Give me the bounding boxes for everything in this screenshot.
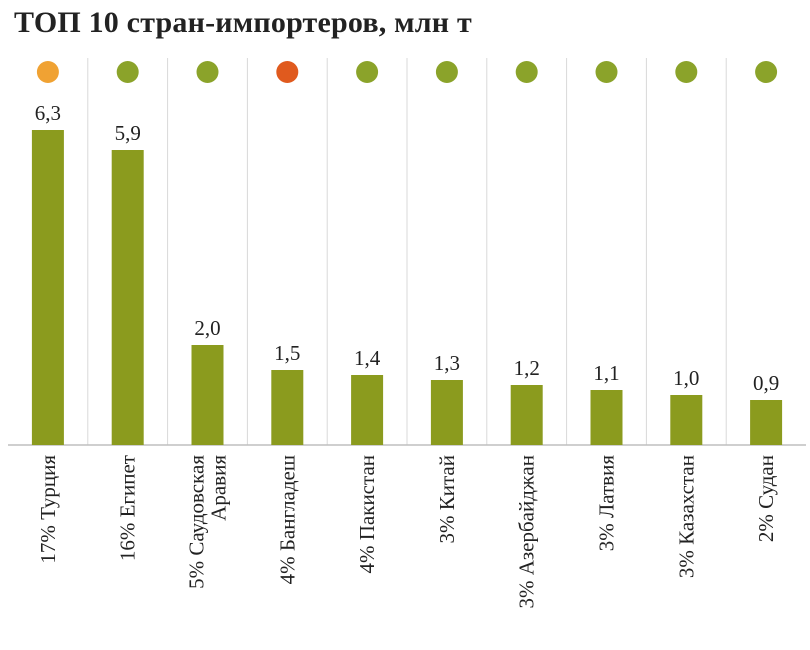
status-dot bbox=[356, 61, 379, 83]
category-label: 3% Латвия bbox=[595, 455, 619, 552]
status-dot bbox=[435, 61, 458, 83]
bar bbox=[191, 345, 224, 445]
bar bbox=[31, 130, 64, 445]
category-label-line: 17% Турция bbox=[36, 455, 60, 564]
bar bbox=[510, 385, 543, 445]
status-dot bbox=[36, 61, 59, 83]
category-label-line: 3% Китай bbox=[435, 455, 459, 543]
value-label: 1,2 bbox=[514, 356, 540, 380]
bar bbox=[271, 370, 304, 445]
bar bbox=[750, 400, 783, 445]
status-dot bbox=[276, 61, 299, 83]
status-dot bbox=[595, 61, 618, 83]
category-label-line: 5% Саудовская bbox=[185, 455, 209, 589]
category-label-line: 2% Судан bbox=[754, 455, 778, 542]
value-label: 1,0 bbox=[673, 366, 699, 390]
value-label: 5,9 bbox=[115, 121, 141, 145]
category-label-line: 3% Латвия bbox=[595, 455, 619, 552]
chart-title: ТОП 10 стран-импортеров, млн т bbox=[14, 6, 472, 39]
category-label: 4% Пакистан bbox=[355, 455, 379, 573]
bar bbox=[590, 390, 623, 445]
category-label-line: 3% Азербайджан bbox=[515, 455, 539, 609]
status-dot bbox=[196, 61, 219, 83]
value-label: 1,4 bbox=[354, 346, 381, 370]
value-label: 6,3 bbox=[35, 101, 61, 125]
category-label: 16% Египет bbox=[116, 455, 140, 561]
category-label: 17% Турция bbox=[36, 455, 60, 564]
bar bbox=[351, 375, 384, 445]
bar bbox=[111, 150, 144, 445]
value-label: 1,3 bbox=[434, 351, 460, 375]
category-label-line: 4% Пакистан bbox=[355, 455, 379, 573]
bar bbox=[430, 380, 463, 445]
category-label-line: 16% Египет bbox=[116, 455, 140, 561]
status-dot bbox=[755, 61, 778, 83]
category-label-line: Аравия bbox=[207, 455, 231, 521]
category-label: 3% Казахстан bbox=[674, 455, 698, 578]
bar bbox=[670, 395, 703, 445]
category-label: 2% Судан bbox=[754, 455, 778, 542]
category-label-line: 3% Казахстан bbox=[674, 455, 698, 578]
category-label: 4% Бангладеш bbox=[275, 455, 299, 584]
status-dot bbox=[515, 61, 538, 83]
category-label: 3% Китай bbox=[435, 455, 459, 543]
category-label-line: 4% Бангладеш bbox=[275, 455, 299, 584]
value-label: 2,0 bbox=[194, 316, 220, 340]
value-label: 1,5 bbox=[274, 341, 300, 365]
value-label: 1,1 bbox=[593, 361, 619, 385]
value-label: 0,9 bbox=[753, 371, 779, 395]
category-label: 3% Азербайджан bbox=[515, 455, 539, 609]
status-dot bbox=[116, 61, 139, 83]
status-dot bbox=[675, 61, 698, 83]
